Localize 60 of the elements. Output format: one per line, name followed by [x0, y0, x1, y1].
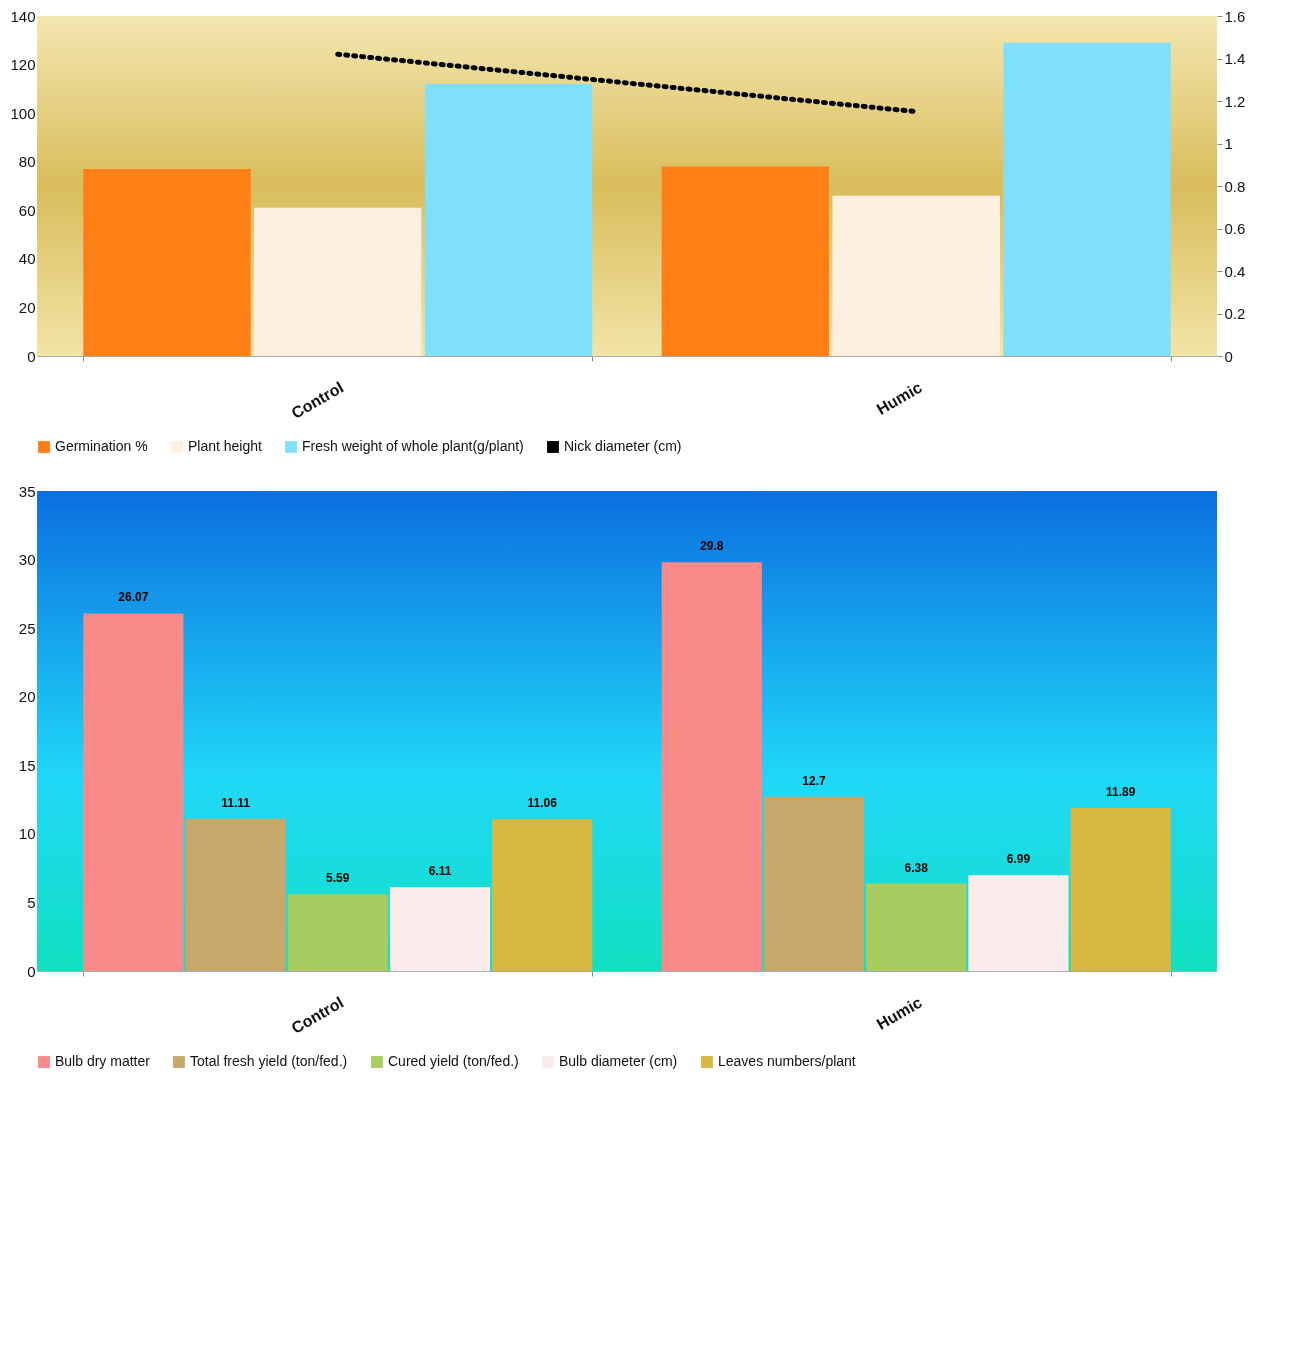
- y-tick-label: 100: [10, 104, 36, 122]
- bar: [968, 875, 1069, 971]
- data-label: 11.06: [527, 796, 558, 811]
- data-label: 6.38: [904, 860, 929, 875]
- bar: [185, 818, 286, 971]
- y2-tick-label: 0.4: [1224, 262, 1246, 280]
- y-tick-label: 120: [10, 56, 36, 74]
- y2-tick-label: 1: [1224, 135, 1233, 152]
- y-tick-label: 10: [18, 825, 36, 843]
- y2-tick-label: 1.6: [1224, 7, 1246, 25]
- y-tick-label: 20: [18, 298, 36, 316]
- data-label: 26.07: [118, 590, 149, 605]
- y-tick-label: 140: [10, 7, 36, 25]
- y-tick-label: 60: [18, 201, 36, 219]
- y2-tick-label: 0.8: [1224, 177, 1246, 195]
- bar: [661, 166, 830, 356]
- data-label: 11.89: [1105, 784, 1136, 799]
- data-label: 6.11: [428, 864, 452, 879]
- legend-label: Germination %: [55, 438, 148, 454]
- bar: [1003, 42, 1171, 356]
- y-tick-label: 80: [18, 153, 36, 171]
- bar: [254, 207, 422, 356]
- bar: [83, 613, 184, 971]
- y-tick-label: 35: [18, 482, 36, 500]
- y-tick-label: 5: [27, 893, 36, 911]
- bar: [1070, 807, 1171, 971]
- legend-label: Leaves numbers/plant: [718, 1053, 856, 1069]
- legend-label: Total fresh yield (ton/fed.): [190, 1053, 348, 1069]
- data-label: 11.11: [221, 795, 251, 810]
- legend-label: Nick diameter (cm): [564, 438, 682, 454]
- y-tick-label: 30: [18, 551, 36, 569]
- legend-label: Bulb dry matter: [55, 1053, 151, 1069]
- bar: [832, 195, 1000, 356]
- bar: [83, 169, 251, 356]
- legend-label: Cured yield (ton/fed.): [388, 1053, 519, 1069]
- legend-label: Fresh weight of whole plant(g/plant): [302, 438, 524, 454]
- y2-tick-label: 0.2: [1224, 305, 1246, 322]
- y-tick-label: 0: [27, 347, 36, 365]
- legend-label: Plant height: [188, 438, 263, 454]
- y2-tick-label: 1.4: [1224, 50, 1246, 67]
- data-label: 29.8: [700, 539, 724, 554]
- y-tick-label: 25: [18, 619, 36, 637]
- y2-tick-label: 0: [1224, 347, 1233, 365]
- bar: [389, 887, 491, 971]
- data-label: 12.7: [802, 773, 826, 788]
- y-tick-label: 15: [18, 756, 36, 774]
- bar: [492, 819, 593, 971]
- legend-label: Bulb diameter (cm): [559, 1053, 678, 1069]
- y2-tick-label: 0.6: [1224, 220, 1246, 237]
- y2-tick-label: 1.2: [1224, 92, 1246, 110]
- bar: [866, 883, 967, 971]
- data-label: 6.99: [1006, 852, 1031, 867]
- y-tick-label: 40: [18, 250, 36, 268]
- y-tick-label: 0: [27, 962, 36, 980]
- y-tick-label: 20: [18, 688, 36, 706]
- data-label: 5.59: [326, 871, 350, 886]
- bar: [424, 84, 593, 356]
- bar: [763, 796, 865, 971]
- bar: [287, 894, 388, 971]
- bar: [661, 562, 762, 971]
